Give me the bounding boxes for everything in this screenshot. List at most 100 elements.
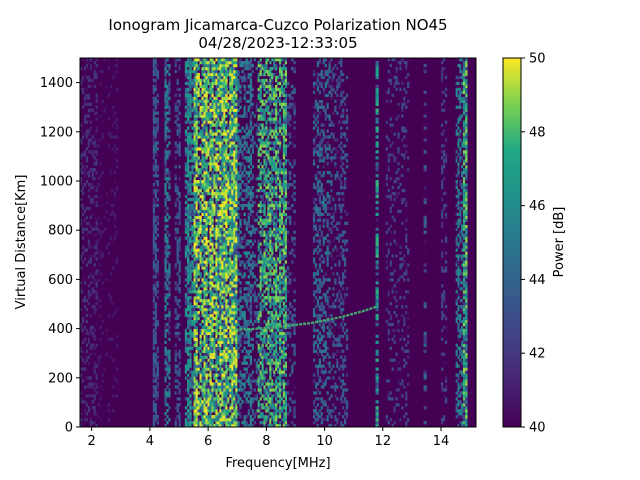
- heatmap-cell: [263, 385, 266, 389]
- heatmap-cell: [189, 156, 192, 160]
- heatmap-cell: [154, 254, 157, 258]
- heatmap-cell: [229, 215, 232, 219]
- heatmap-cell: [207, 299, 210, 303]
- heatmap-cell: [152, 126, 156, 130]
- heatmap-cell: [233, 346, 236, 350]
- heatmap-cell: [231, 84, 234, 89]
- heatmap-cell: [152, 310, 156, 315]
- heatmap-cell: [174, 325, 177, 330]
- heatmap-cell: [195, 58, 198, 62]
- heatmap-cell: [195, 212, 198, 217]
- heatmap-cell: [201, 180, 204, 184]
- heatmap-cell: [239, 370, 242, 374]
- heatmap-cell: [201, 266, 204, 270]
- heatmap-cell: [255, 177, 258, 181]
- heatmap-cell: [80, 221, 83, 225]
- heatmap-cell: [154, 102, 157, 106]
- heatmap-cell: [211, 275, 214, 279]
- heatmap-cell: [166, 129, 169, 133]
- heatmap-cell: [156, 168, 159, 172]
- heatmap-cell: [178, 287, 181, 291]
- heatmap-cell: [237, 129, 240, 133]
- heatmap-cell: [205, 233, 208, 237]
- heatmap-cell: [178, 412, 181, 416]
- heatmap-cell: [257, 382, 260, 386]
- heatmap-cell: [207, 421, 210, 425]
- heatmap-cell: [187, 126, 190, 130]
- heatmap-cell: [209, 135, 212, 139]
- heatmap-cell: [87, 337, 90, 342]
- heatmap-cell: [174, 296, 177, 300]
- heatmap-cell: [243, 245, 246, 249]
- heatmap-cell: [237, 245, 240, 249]
- heatmap-cell: [83, 278, 87, 282]
- heatmap-cell: [207, 111, 210, 115]
- heatmap-cell: [93, 144, 96, 148]
- heatmap-cell: [152, 263, 156, 267]
- heatmap-cell: [215, 132, 218, 136]
- heatmap-cell: [261, 293, 264, 297]
- heatmap-cell: [257, 385, 260, 389]
- heatmap-cell: [191, 287, 194, 291]
- heatmap-cell: [189, 177, 192, 181]
- heatmap-cell: [205, 373, 208, 377]
- heatmap-cell: [99, 272, 102, 276]
- heatmap-cell: [189, 310, 192, 315]
- heatmap-cell: [187, 177, 190, 181]
- heatmap-cell: [93, 388, 96, 392]
- heatmap-cell: [178, 269, 181, 273]
- heatmap-cell: [235, 197, 238, 202]
- heatmap-cell: [259, 242, 262, 246]
- heatmap-cell: [259, 260, 262, 264]
- heatmap-cell: [187, 382, 190, 386]
- heatmap-cell: [166, 242, 169, 246]
- heatmap-cell: [237, 421, 240, 425]
- heatmap-cell: [209, 382, 212, 386]
- heatmap-cell: [225, 293, 228, 297]
- heatmap-cell: [217, 144, 220, 148]
- heatmap-cell: [219, 379, 222, 383]
- heatmap-cell: [207, 81, 210, 86]
- heatmap-cell: [209, 132, 212, 136]
- heatmap-cell: [231, 221, 234, 225]
- heatmap-cell: [176, 212, 179, 217]
- heatmap-cell: [259, 421, 262, 425]
- heatmap-cell: [247, 400, 251, 404]
- heatmap-cell: [207, 171, 210, 175]
- heatmap-cell: [205, 313, 208, 318]
- heatmap-cell: [259, 349, 262, 353]
- heatmap-cell: [221, 370, 224, 374]
- heatmap-cell: [249, 239, 253, 243]
- heatmap-cell: [237, 108, 240, 112]
- heatmap-cell: [235, 90, 238, 95]
- heatmap-cell: [225, 266, 228, 270]
- heatmap-cell: [219, 150, 222, 154]
- heatmap-cell: [229, 361, 232, 365]
- heatmap-cell: [261, 331, 264, 336]
- heatmap-cell: [249, 343, 253, 347]
- heatmap-cell: [189, 99, 192, 103]
- heatmap-cell: [243, 415, 246, 419]
- heatmap-cell: [193, 185, 196, 190]
- heatmap-cell: [205, 102, 208, 106]
- heatmap-cell: [201, 153, 204, 157]
- heatmap-cell: [231, 120, 234, 124]
- heatmap-cell: [209, 174, 212, 178]
- heatmap-cell: [209, 412, 212, 416]
- heatmap-cell: [154, 153, 157, 157]
- heatmap-cell: [215, 239, 218, 243]
- heatmap-cell: [223, 60, 226, 65]
- heatmap-cell: [213, 194, 216, 199]
- heatmap-cell: [243, 191, 246, 196]
- heatmap-cell: [249, 316, 253, 321]
- heatmap-cell: [197, 263, 200, 267]
- heatmap-cell: [164, 108, 167, 112]
- heatmap-cell: [211, 364, 214, 368]
- heatmap-cell: [193, 358, 196, 362]
- heatmap-cell: [166, 63, 169, 68]
- heatmap-cell: [197, 400, 200, 404]
- heatmap-cell: [257, 379, 260, 383]
- heatmap-cell: [189, 376, 192, 380]
- heatmap-cell: [209, 182, 212, 187]
- heatmap-cell: [189, 171, 192, 175]
